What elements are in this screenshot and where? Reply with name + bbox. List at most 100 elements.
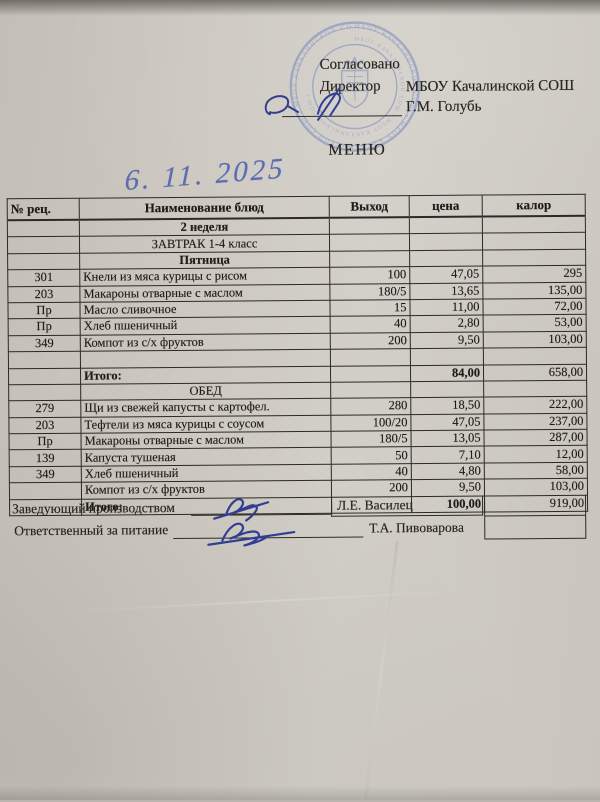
cell-price: 18,50	[410, 397, 484, 415]
cell-out: 200	[330, 332, 411, 350]
cell-kcal: 295	[482, 265, 586, 283]
cell-kcal: 103,00	[483, 330, 587, 349]
cell-price	[409, 249, 483, 267]
cell-kcal: 58,00	[484, 462, 588, 480]
cell-num	[8, 351, 81, 369]
cell-kcal: 103,00	[484, 478, 588, 496]
menu-table-body: 2 неделя ЗАВТРАК 1-4 класс Пятница 301 Кнели…	[7, 215, 588, 516]
col-header-num: № рец.	[7, 198, 80, 221]
cell-kcal: 72,00	[482, 298, 587, 316]
cell-name: Макароны отварные с маслом	[79, 283, 330, 303]
cell-out	[330, 365, 411, 383]
cell-num: 203	[8, 416, 82, 434]
cell-price: 47,05	[410, 413, 484, 431]
cell-num: 349	[9, 466, 82, 484]
cell-kcal	[482, 249, 586, 267]
cell-out: 100/20	[330, 414, 411, 432]
cell-num: 203	[7, 285, 80, 303]
cell-out: 180/5	[329, 283, 410, 301]
cell-num: Пр	[7, 302, 81, 320]
cell-price	[409, 216, 483, 235]
cell-name: Итого:	[80, 365, 331, 385]
cell-price	[409, 233, 483, 251]
stamp-crest-icon	[340, 56, 369, 109]
round-approval-stamp-icon: МБОУ КАЧАЛИНСКОЙ СОШ • МБОУ КАЧАЛИНСКОЙ …	[283, 15, 420, 152]
cell-kcal: 53,00	[483, 314, 587, 332]
cell-num	[7, 219, 80, 238]
menu-table: № рец. Наименование блюд Выход цена кало…	[7, 194, 588, 517]
cell-out: 50	[331, 447, 412, 465]
col-header-price: цена	[409, 195, 483, 218]
cell-price: 84,00	[410, 364, 484, 382]
menu-title: МЕНЮ	[328, 141, 387, 159]
cell-price: 11,00	[409, 299, 484, 316]
director-signature	[264, 86, 341, 121]
cell-kcal: 135,00	[482, 281, 586, 300]
cell-name: Щи из свежей капусты с картофел.	[80, 398, 331, 417]
cell-num	[8, 384, 81, 402]
cell-name: Тефтели из мяса курицы с соусом	[80, 414, 331, 434]
cell-name: Капуста тушеная	[81, 447, 332, 467]
cell-num	[9, 482, 82, 500]
empty-kcal-cell	[484, 494, 587, 516]
cell-price: 9,50	[411, 479, 485, 497]
cell-out: 100	[329, 266, 410, 284]
col-header-name: Наименование блюд	[79, 196, 330, 220]
cell-price	[410, 348, 484, 366]
cell-price: 13,05	[410, 430, 485, 448]
cell-name: Макароны отварные с маслом	[81, 431, 332, 450]
footer-signatures	[207, 498, 296, 547]
cell-num: Пр	[8, 318, 81, 336]
cell-kcal: 222,00	[483, 396, 587, 414]
cell-num	[8, 367, 81, 385]
school-name: МБОУ Качалинской СОШ	[405, 77, 575, 96]
cell-kcal: 12,00	[484, 445, 588, 463]
cell-name: Кнели из мяса курицы с рисом	[79, 267, 330, 286]
cell-out: 280	[330, 397, 411, 415]
cell-kcal	[483, 347, 587, 365]
cell-out: 40	[331, 463, 412, 481]
cell-out	[330, 381, 411, 399]
cell-kcal: 237,00	[483, 412, 587, 431]
cell-kcal: 287,00	[483, 429, 588, 447]
production-manager-label: Заведующий производством	[12, 499, 175, 517]
cell-price: 13,65	[409, 282, 483, 300]
cell-name: Масло сливочное	[79, 300, 331, 319]
cell-out	[330, 348, 411, 366]
cell-kcal: 658,00	[483, 363, 587, 381]
cell-out	[329, 217, 410, 235]
cell-out	[329, 250, 410, 268]
cell-num: Пр	[9, 433, 82, 451]
nutrition-officer-signature	[221, 522, 268, 547]
handwritten-date: 6. 11. 2025	[124, 152, 287, 198]
cell-name: Компот из с/х фруктов	[80, 332, 331, 352]
agreed-label: Согласовано	[319, 56, 400, 73]
cell-price: 4,80	[411, 462, 485, 480]
cell-name: ОБЕД	[80, 382, 331, 401]
cell-name: ЗАВТРАК 1-4 класс	[79, 234, 330, 254]
cell-name: Пятница	[79, 251, 330, 270]
col-header-out: Выход	[329, 195, 410, 218]
cell-out: 180/5	[330, 430, 412, 448]
empty-box-cell	[484, 514, 587, 540]
cell-out: 15	[329, 299, 411, 317]
cell-num: 139	[9, 449, 82, 467]
cell-num	[7, 253, 80, 270]
nutrition-officer-label: Ответственный за питание	[14, 522, 169, 539]
cell-name: Хлеб пшеничный	[80, 316, 331, 335]
cell-name: Хлеб пшеничный	[81, 464, 332, 483]
cell-num: 279	[8, 400, 81, 418]
cell-num: 349	[8, 334, 81, 352]
director-name: Г.М. Голубь	[405, 98, 482, 116]
cell-price: 7,10	[411, 446, 485, 464]
cell-kcal	[482, 215, 586, 234]
cell-price: 9,50	[410, 331, 484, 349]
cell-price	[410, 380, 484, 398]
cell-name	[80, 349, 331, 368]
cell-price: 2,80	[410, 315, 484, 333]
cell-kcal	[482, 232, 586, 250]
cell-num: 301	[7, 269, 80, 287]
cell-kcal	[483, 380, 587, 398]
